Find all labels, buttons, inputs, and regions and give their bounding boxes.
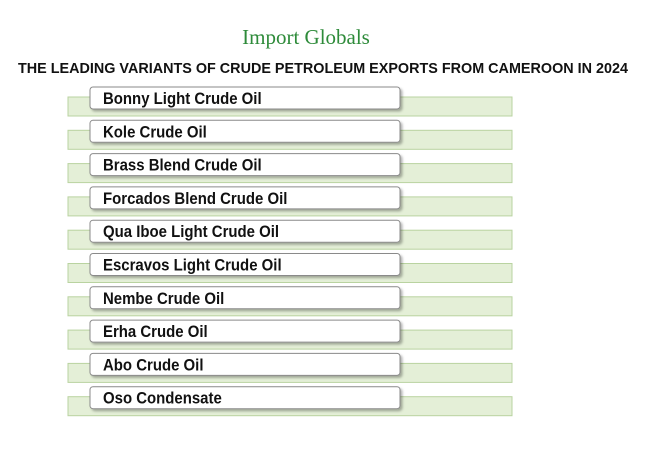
item-box <box>89 253 401 276</box>
item-label: Abo Crude Oil <box>103 357 203 375</box>
item-box <box>89 386 401 410</box>
item-label: Qua Iboe Light Crude Oil <box>103 223 279 241</box>
item-box <box>89 186 401 210</box>
item-box <box>89 153 401 177</box>
logo: Import Globals <box>242 25 370 49</box>
list: Bonny Light Crude Oil Kole Crude Oil Brass… <box>67 86 513 417</box>
item-label: Bonny Light Crude Oil <box>103 90 262 108</box>
item-box <box>89 286 401 310</box>
item-label: Forcados Blend Crude Oil <box>103 190 287 208</box>
item-box <box>89 352 401 376</box>
item-box <box>89 119 401 143</box>
item-label: Nembe Crude Oil <box>103 290 224 308</box>
item-box <box>89 219 401 243</box>
item-label: Oso Condensate <box>103 390 222 408</box>
item-label: Erha Crude Oil <box>103 323 208 341</box>
item-label: Escravos Light Crude Oil <box>103 257 282 275</box>
item-label: Brass Blend Crude Oil <box>103 157 262 175</box>
title: THE LEADING VARIANTS OF CRUDE PETROLEUM … <box>18 60 629 77</box>
item-box <box>89 86 401 110</box>
item-box <box>89 319 401 343</box>
item-label: Kole Crude Oil <box>103 123 207 141</box>
